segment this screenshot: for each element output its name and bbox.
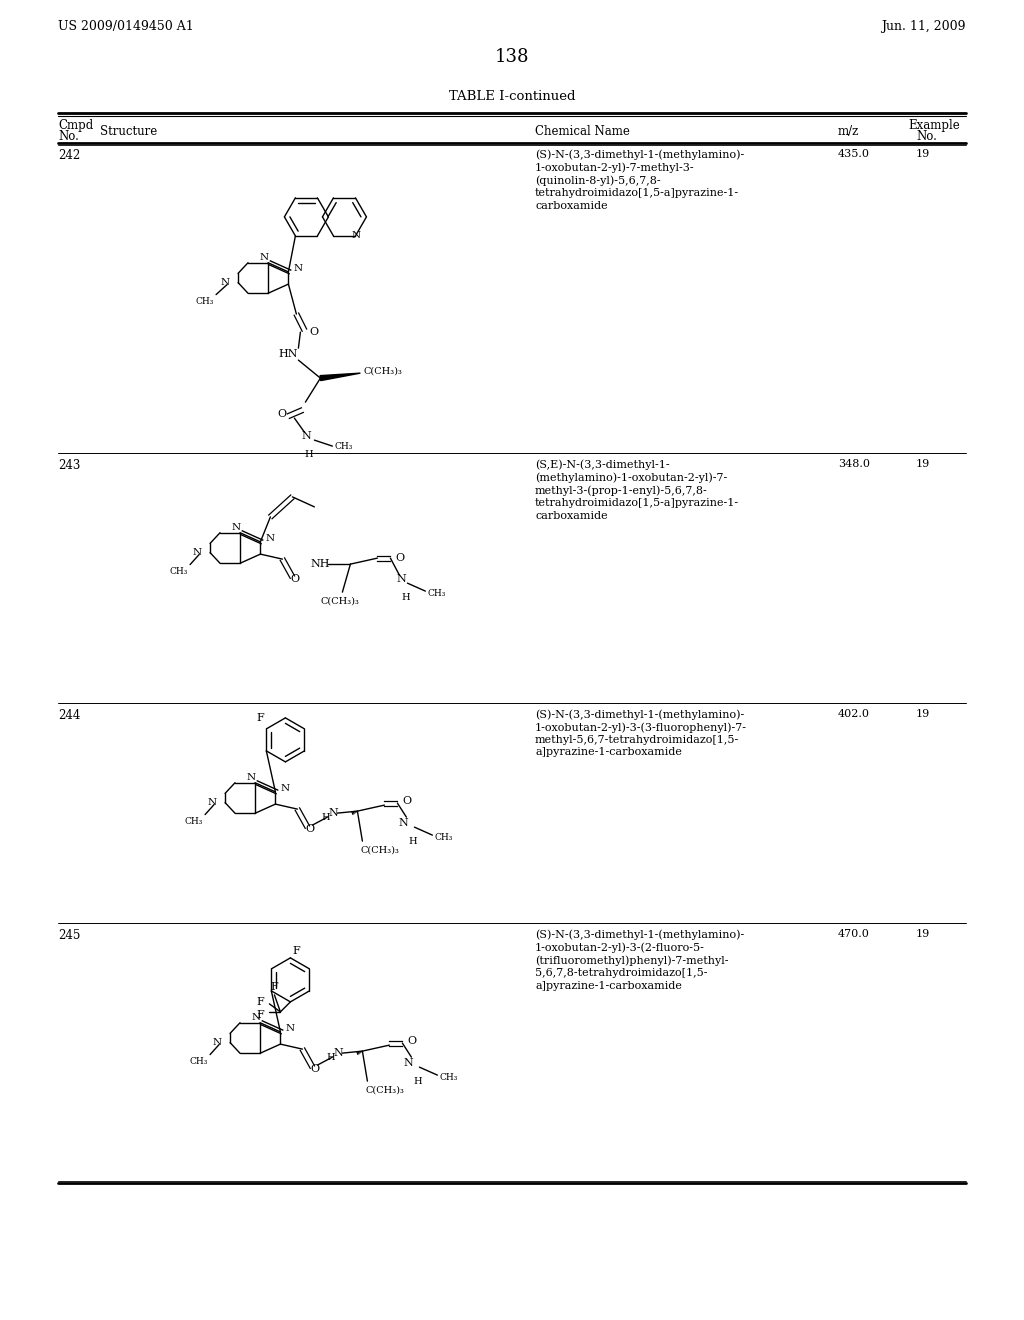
Text: N: N	[352, 231, 361, 240]
Text: 245: 245	[58, 929, 80, 942]
Text: F: F	[257, 1010, 264, 1020]
Text: O: O	[311, 1064, 319, 1074]
Text: Example: Example	[908, 119, 959, 132]
Text: C(CH₃)₃: C(CH₃)₃	[366, 1085, 404, 1094]
Text: F: F	[256, 713, 264, 723]
Text: 19: 19	[916, 929, 930, 939]
Text: HN: HN	[279, 348, 298, 359]
Text: No.: No.	[58, 129, 79, 143]
Text: O: O	[310, 327, 318, 337]
Text: N: N	[259, 253, 268, 263]
Text: 242: 242	[58, 149, 80, 162]
Text: NH: NH	[310, 560, 330, 569]
Text: 402.0: 402.0	[838, 709, 870, 719]
Text: CH₃: CH₃	[427, 589, 445, 598]
Text: TABLE I-continued: TABLE I-continued	[449, 90, 575, 103]
Text: N: N	[265, 535, 274, 544]
Text: O: O	[278, 409, 287, 420]
Text: N: N	[286, 1024, 295, 1034]
Text: CH₃: CH₃	[189, 1056, 208, 1065]
Text: CH₃: CH₃	[170, 566, 188, 576]
Text: 19: 19	[916, 709, 930, 719]
Text: m/z: m/z	[838, 125, 859, 139]
Text: H: H	[413, 1077, 422, 1086]
Text: 243: 243	[58, 459, 80, 473]
Text: H: H	[401, 593, 410, 602]
Text: H: H	[322, 813, 330, 821]
Text: N: N	[334, 1048, 343, 1059]
Text: N: N	[252, 1014, 260, 1022]
Text: N: N	[398, 818, 409, 828]
Text: F: F	[293, 946, 300, 956]
Text: H: H	[326, 1052, 335, 1061]
Text: CH₃: CH₃	[439, 1073, 458, 1081]
Text: 470.0: 470.0	[838, 929, 869, 939]
Text: F: F	[257, 997, 264, 1007]
Text: 435.0: 435.0	[838, 149, 870, 158]
Text: N: N	[281, 784, 290, 793]
Text: US 2009/0149450 A1: US 2009/0149450 A1	[58, 20, 194, 33]
Text: N: N	[294, 264, 302, 273]
Text: CH₃: CH₃	[184, 817, 203, 825]
Text: N: N	[247, 774, 256, 783]
Text: Structure: Structure	[100, 125, 158, 139]
Text: CH₃: CH₃	[196, 297, 214, 306]
Text: CH₃: CH₃	[434, 833, 453, 842]
Text: (S,E)-N-(3,3-dimethyl-1-
(methylamino)-1-oxobutan-2-yl)-7-
methyl-3-(prop-1-enyl: (S,E)-N-(3,3-dimethyl-1- (methylamino)-1…	[535, 459, 739, 520]
Text: H: H	[409, 837, 417, 846]
Text: 19: 19	[916, 459, 930, 469]
Text: Chemical Name: Chemical Name	[535, 125, 630, 139]
Text: C(CH₃)₃: C(CH₃)₃	[364, 367, 402, 376]
Text: N: N	[403, 1059, 414, 1068]
Text: (S)-N-(3,3-dimethyl-1-(methylamino)-
1-oxobutan-2-yl)-7-methyl-3-
(quinolin-8-yl: (S)-N-(3,3-dimethyl-1-(methylamino)- 1-o…	[535, 149, 744, 211]
Text: 19: 19	[916, 149, 930, 158]
Text: (S)-N-(3,3-dimethyl-1-(methylamino)-
1-oxobutan-2-yl)-3-(3-fluorophenyl)-7-
meth: (S)-N-(3,3-dimethyl-1-(methylamino)- 1-o…	[535, 709, 746, 758]
Text: F: F	[270, 982, 279, 991]
Text: N: N	[208, 799, 217, 807]
Text: N: N	[329, 808, 338, 818]
Text: 348.0: 348.0	[838, 459, 870, 469]
Text: H: H	[304, 450, 312, 459]
Text: O: O	[291, 574, 300, 585]
Text: No.: No.	[916, 129, 937, 143]
Text: C(CH₃)₃: C(CH₃)₃	[360, 845, 399, 854]
Text: O: O	[306, 824, 315, 834]
Text: N: N	[213, 1038, 222, 1047]
Text: N: N	[231, 523, 241, 532]
Text: N: N	[221, 279, 230, 286]
Text: 244: 244	[58, 709, 80, 722]
Text: O: O	[402, 796, 412, 807]
Polygon shape	[321, 374, 360, 380]
Text: O: O	[395, 553, 404, 564]
Text: N: N	[396, 574, 407, 585]
Text: O: O	[408, 1036, 417, 1047]
Text: C(CH₃)₃: C(CH₃)₃	[321, 597, 359, 605]
Text: (S)-N-(3,3-dimethyl-1-(methylamino)-
1-oxobutan-2-yl)-3-(2-fluoro-5-
(trifluorom: (S)-N-(3,3-dimethyl-1-(methylamino)- 1-o…	[535, 929, 744, 990]
Text: Jun. 11, 2009: Jun. 11, 2009	[882, 20, 966, 33]
Text: N: N	[301, 432, 311, 441]
Text: CH₃: CH₃	[335, 442, 353, 450]
Text: Cmpd: Cmpd	[58, 119, 93, 132]
Text: N: N	[193, 548, 202, 557]
Text: 138: 138	[495, 48, 529, 66]
